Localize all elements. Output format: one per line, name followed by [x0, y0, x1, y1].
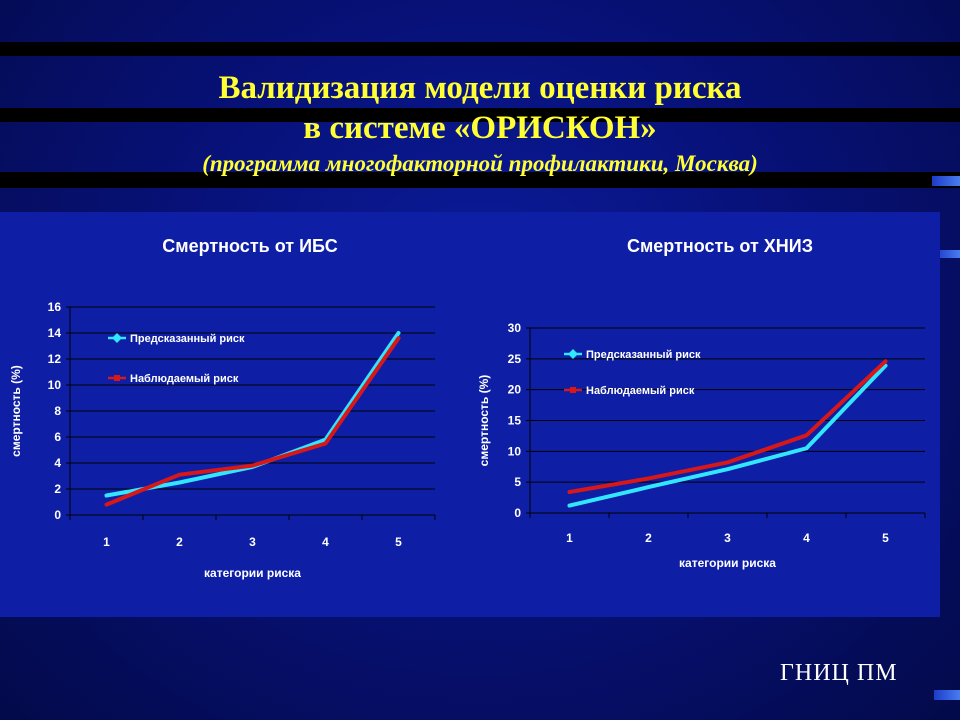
- x-tick-label: 2: [176, 535, 183, 549]
- chart-2: Смертность от ХНИЗ 0 5 10 15 20 25 30 1 2 3 4 5 катег…: [477, 236, 926, 570]
- middle-dark-band: [0, 172, 960, 188]
- chart-panel: Смертность от ИБС 0 2 4 6 8 10 12 14 16 1 2 3 4 5 катег…: [0, 212, 940, 617]
- x-axis-label: категории риска: [204, 566, 301, 580]
- x-tick-label: 1: [103, 535, 110, 549]
- series-line-1: [104, 331, 401, 498]
- legend-label: Наблюдаемый риск: [586, 385, 695, 397]
- data-point: [568, 504, 571, 508]
- series-line-2: [104, 336, 401, 507]
- x-tick-label: 2: [645, 531, 652, 545]
- top-dark-band: [0, 42, 960, 56]
- y-tick-label: 10: [508, 444, 522, 458]
- right-accent-stripe: [936, 250, 960, 258]
- data-point: [105, 494, 108, 497]
- y-tick-label: 25: [508, 352, 522, 366]
- title-line-1: Валидизация модели оценки риска: [218, 70, 742, 106]
- data-point: [884, 364, 887, 368]
- data-point: [884, 359, 887, 363]
- y-tick-label: 12: [48, 352, 62, 366]
- data-point: [726, 460, 729, 464]
- chart-title: Смертность от ИБС: [162, 236, 337, 256]
- series-line-2: [567, 359, 888, 495]
- data-point: [805, 446, 808, 450]
- legend-marker-square: [114, 375, 120, 381]
- legend-label: Предсказанный риск: [586, 349, 701, 361]
- data-point: [324, 442, 327, 445]
- x-tick-label: 5: [395, 535, 402, 549]
- y-tick-label: 5: [514, 475, 521, 489]
- y-tick-label: 20: [508, 383, 522, 397]
- data-point: [805, 433, 808, 437]
- y-tick-label: 15: [508, 414, 522, 428]
- data-point: [568, 490, 571, 494]
- y-tick-label: 4: [54, 456, 61, 470]
- data-point: [397, 336, 400, 340]
- y-axis-label: смертность (%): [477, 375, 491, 467]
- y-tick-label: 0: [514, 506, 521, 520]
- x-tick-label: 1: [566, 531, 573, 545]
- y-tick-label: 16: [48, 300, 62, 314]
- data-point: [647, 476, 650, 480]
- y-tick-label: 30: [508, 321, 522, 335]
- y-tick-label: 0: [54, 508, 61, 522]
- y-tick-label: 14: [48, 326, 62, 340]
- institute-logo: ГНИЦ ПМ: [780, 660, 898, 686]
- y-tick-label: 2: [54, 482, 61, 496]
- x-tick-label: 3: [249, 535, 256, 549]
- legend-marker-diamond: [112, 333, 122, 343]
- data-point: [178, 473, 181, 477]
- legend-label: Предсказанный риск: [130, 333, 245, 345]
- legend-label: Наблюдаемый риск: [130, 373, 239, 385]
- x-tick-label: 5: [882, 531, 889, 545]
- x-tick-label: 4: [803, 531, 810, 545]
- legend-marker-diamond: [568, 349, 578, 359]
- x-tick-label: 3: [724, 531, 731, 545]
- data-point: [178, 481, 181, 484]
- legend-marker-square: [570, 387, 576, 393]
- chart-title: Смертность от ХНИЗ: [627, 236, 813, 256]
- y-tick-label: 6: [54, 430, 61, 444]
- upper-dark-band: [0, 108, 960, 122]
- data-point: [397, 331, 400, 335]
- slide-title: Валидизация модели оценки риска в систем…: [0, 68, 960, 180]
- y-tick-label: 10: [48, 378, 62, 392]
- title-line-2: в системе «ОРИСКОН»: [303, 110, 657, 146]
- data-point: [105, 503, 108, 507]
- data-point: [647, 485, 650, 489]
- y-tick-label: 8: [54, 404, 61, 418]
- y-axis-label: смертность (%): [9, 365, 23, 457]
- x-tick-label: 4: [322, 535, 329, 549]
- right-accent-stripe: [934, 690, 960, 700]
- right-accent-stripe: [932, 176, 960, 186]
- slide-subtitle: (программа многофакторной профилактики, …: [202, 151, 758, 176]
- data-point: [251, 464, 254, 468]
- data-point: [726, 467, 729, 471]
- x-axis-label: категории риска: [679, 556, 776, 570]
